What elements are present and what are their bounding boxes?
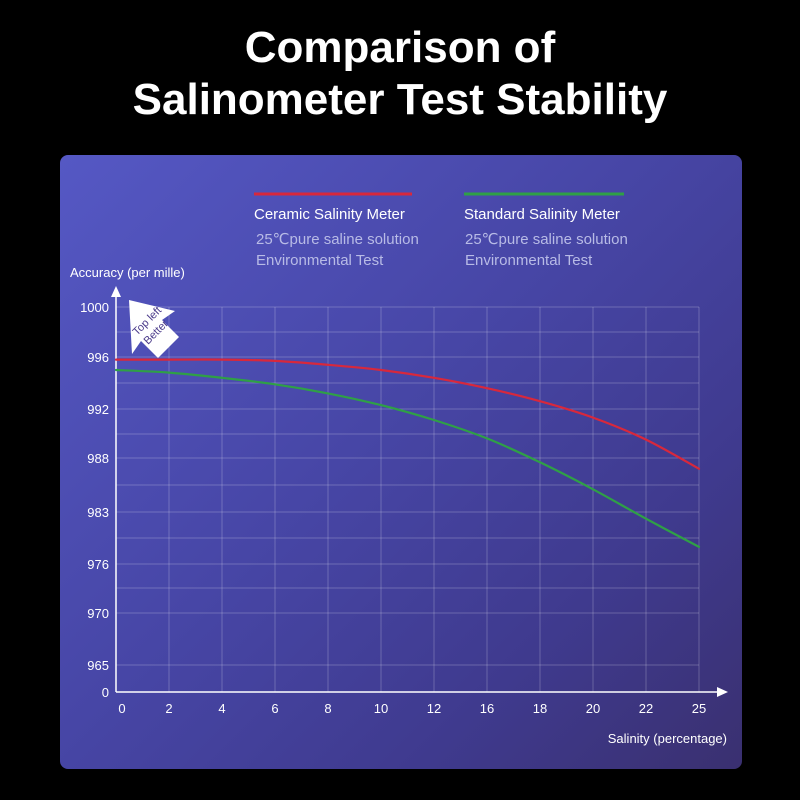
- legend-subtitle-standard-1: 25℃pure saline solution: [465, 231, 628, 248]
- x-tick-label: 6: [271, 701, 278, 716]
- x-tick-label: 10: [374, 701, 388, 716]
- y-tick-label: 983: [87, 505, 109, 520]
- chart-title: Comparison of Salinometer Test Stability: [0, 22, 800, 126]
- better-badge: Top left Better: [129, 300, 179, 358]
- better-arrow-shape: [129, 300, 179, 358]
- chart-title-line-2: Salinometer Test Stability: [132, 75, 668, 124]
- x-tick-label: 18: [533, 701, 547, 716]
- y-axis-label: Accuracy (per mille): [70, 265, 185, 280]
- legend-subtitle-ceramic-1: 25℃pure saline solution: [256, 231, 419, 248]
- y-tick-label: 992: [87, 402, 109, 417]
- x-tick-label: 20: [586, 701, 600, 716]
- chart-panel: [60, 155, 742, 769]
- y-tick-label: 996: [87, 350, 109, 365]
- x-tick-label: 0: [118, 701, 125, 716]
- y-tick-label: 1000: [80, 300, 109, 315]
- tick-labels: 0 2 4 6 8 10 12 16 18 20 22 25 0 965 970 976 983 988 992 99…: [80, 300, 706, 716]
- chart-grid: [116, 306, 700, 692]
- series-line-standard: [114, 368, 701, 548]
- legend-label-ceramic: Ceramic Salinity Meter: [254, 206, 405, 223]
- y-tick-label: 0: [102, 685, 109, 700]
- axes: Accuracy (per mille) Salinity (percentag…: [70, 265, 728, 746]
- y-tick-label: 965: [87, 658, 109, 673]
- series-lines: [114, 358, 701, 548]
- x-tick-label: 16: [480, 701, 494, 716]
- x-tick-label: 25: [692, 701, 706, 716]
- x-tick-label: 22: [639, 701, 653, 716]
- x-axis-label: Salinity (percentage): [608, 731, 727, 746]
- x-axis-arrow: [717, 687, 728, 697]
- chart-legend: Ceramic Salinity Meter 25℃pure saline so…: [254, 192, 628, 269]
- x-tick-label: 8: [324, 701, 331, 716]
- legend-label-standard: Standard Salinity Meter: [464, 206, 620, 223]
- x-tick-label: 4: [218, 701, 225, 716]
- chart-title-line-1: Comparison of: [244, 23, 556, 72]
- legend-subtitle-ceramic-2: Environmental Test: [256, 252, 384, 269]
- x-tick-label: 12: [427, 701, 441, 716]
- y-tick-label: 988: [87, 451, 109, 466]
- x-tick-label: 2: [165, 701, 172, 716]
- y-axis-arrow: [111, 286, 121, 297]
- y-tick-label: 976: [87, 557, 109, 572]
- legend-subtitle-standard-2: Environmental Test: [465, 252, 593, 269]
- y-tick-label: 970: [87, 606, 109, 621]
- series-line-ceramic: [114, 358, 701, 470]
